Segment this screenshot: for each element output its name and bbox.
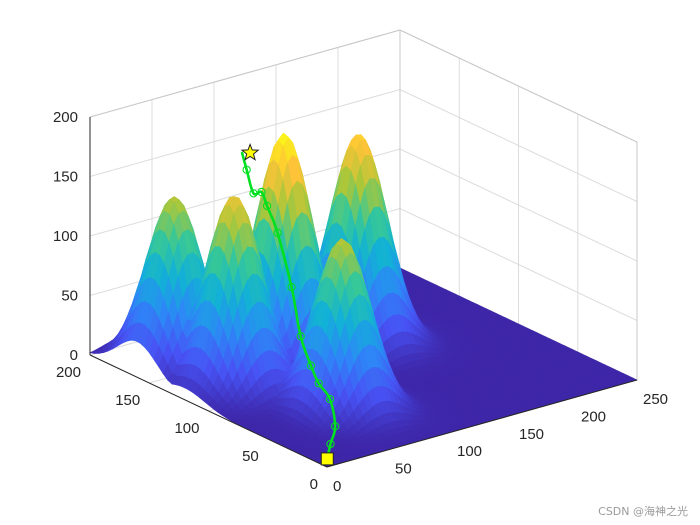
x-tick-label: 100 <box>457 443 482 460</box>
x-tick-label: 250 <box>643 391 668 408</box>
y-tick-label: 200 <box>56 364 81 381</box>
y-tick-label: 50 <box>242 448 259 465</box>
x-tick-label: 200 <box>581 408 606 425</box>
path-waypoint <box>306 361 316 370</box>
path-waypoint <box>249 189 258 198</box>
y-tick-label: 100 <box>174 420 199 437</box>
z-tick-label: 50 <box>61 288 78 305</box>
path-waypoint <box>287 282 296 292</box>
start-marker <box>320 452 334 466</box>
grid-line-z <box>89 29 638 143</box>
watermark: CSDN @海神之光 <box>598 505 688 518</box>
x-tick-label: 0 <box>333 478 341 495</box>
x-axis-line <box>326 379 638 468</box>
box-edge <box>399 29 638 143</box>
path-waypoint <box>296 332 305 341</box>
path-waypoint <box>273 228 282 237</box>
y-tick-label: 0 <box>310 476 318 493</box>
box-edge <box>89 29 401 118</box>
z-tick-label: 100 <box>53 228 78 245</box>
path-waypoint <box>257 187 266 197</box>
path-waypoint <box>325 395 335 404</box>
y-axis-line <box>89 354 328 468</box>
x-tick-label: 150 <box>519 426 544 443</box>
z-tick-label: 0 <box>70 347 78 364</box>
goal-marker <box>240 142 260 161</box>
planned-path <box>240 142 340 466</box>
path-line <box>240 151 337 461</box>
path-waypoint <box>262 201 272 211</box>
y-tick-label: 150 <box>115 392 140 409</box>
path-waypoint <box>330 422 340 431</box>
z-tick-label: 150 <box>53 169 78 186</box>
z-tick-label: 200 <box>53 109 78 126</box>
path-waypoint <box>314 379 323 388</box>
axes-box <box>89 117 638 468</box>
x-tick-label: 50 <box>395 461 412 478</box>
path-waypoint <box>326 439 335 449</box>
path-waypoint <box>242 165 251 174</box>
surface-plot <box>88 132 638 468</box>
